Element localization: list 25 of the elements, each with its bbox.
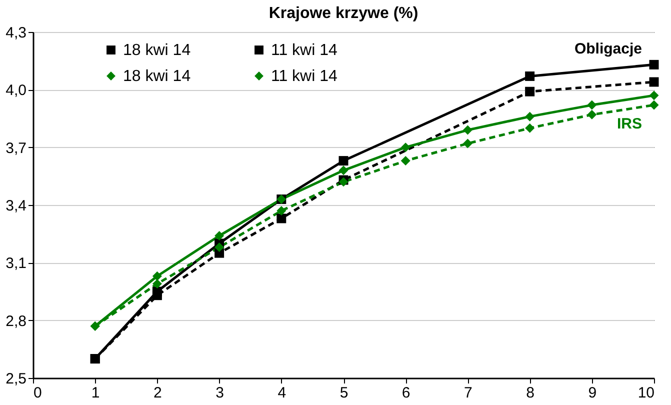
- y-tick-label: 3,1: [6, 255, 26, 272]
- x-tick-label: 6: [402, 384, 410, 402]
- y-tick-label: 2,8: [6, 312, 26, 330]
- legend-label: 18 kwi 14: [123, 68, 191, 85]
- x-tick-label: 7: [464, 384, 472, 402]
- legend-label: 18 kwi 14: [123, 42, 191, 59]
- x-tick-label: 2: [154, 384, 162, 402]
- y-tick-label: 4,3: [6, 24, 26, 42]
- x-tick-label: 0: [34, 384, 42, 402]
- chart-title: Krajowe krzywe (%): [268, 5, 418, 22]
- x-tick-label: 9: [588, 384, 597, 402]
- x-tick-label: 4: [278, 384, 286, 402]
- x-tick-label: 8: [526, 384, 534, 402]
- y-tick-label: 2,5: [6, 370, 26, 388]
- annotation: Obligacje: [574, 40, 642, 58]
- x-tick-label: 3: [216, 384, 224, 402]
- y-tick-label: 3,7: [6, 140, 26, 157]
- y-tick-label: 4,0: [6, 82, 26, 100]
- x-tick-label: 10: [638, 384, 654, 402]
- legend-label: 11 kwi 14: [271, 42, 338, 59]
- x-tick-label: 5: [340, 384, 348, 402]
- legend-label: 11 kwi 14: [271, 68, 338, 85]
- annotation: IRS: [616, 115, 642, 132]
- x-tick-label: 1: [91, 384, 100, 402]
- y-tick-label: 3,4: [6, 198, 26, 214]
